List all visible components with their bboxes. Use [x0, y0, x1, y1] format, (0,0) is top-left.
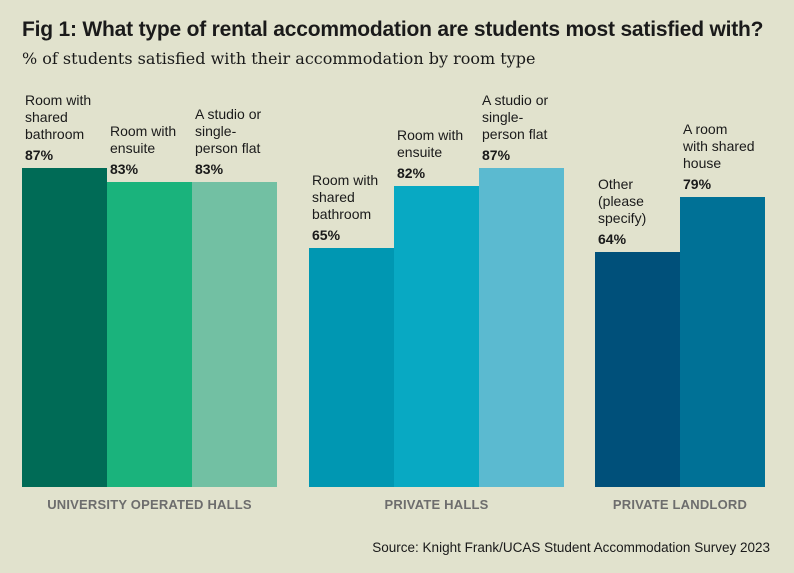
bar [680, 197, 765, 487]
bar [22, 167, 107, 487]
bar-category-label: Room with ensuite [110, 123, 177, 157]
bar-value-label: 82% [397, 165, 426, 182]
bar-category-label: Other (please specify) [598, 176, 647, 227]
bar-value-label: 83% [110, 161, 139, 178]
group-label: PRIVATE LANDLORD [612, 497, 748, 512]
source-note: Source: Knight Frank/UCAS Student Accomm… [372, 540, 770, 555]
bar-value-label: 65% [312, 227, 341, 244]
group-label: PRIVATE HALLS [384, 497, 489, 512]
bar-column: Room with ensuite 83% [107, 123, 192, 487]
bar [192, 182, 277, 487]
bar-category-label: Room with shared bathroom [312, 172, 379, 223]
bar [309, 248, 394, 487]
bar-value-label: 79% [683, 176, 712, 193]
bar [107, 182, 192, 487]
bar-column: Other (please specify) 64% [595, 176, 680, 487]
bar [595, 252, 680, 487]
chart-subtitle: % of students satisfied with their accom… [22, 49, 536, 68]
bar-value-label: 87% [25, 146, 54, 163]
bar-column: Room with shared bathroom 65% [309, 172, 394, 487]
bar-category-label: Room with ensuite [397, 127, 464, 161]
bar-column: A room with shared house 79% [680, 121, 765, 487]
bar-column: A studio or single- person flat 87% [479, 92, 564, 487]
bar-value-label: 83% [195, 161, 224, 178]
chart-title: Fig 1: What type of rental accommodation… [22, 18, 764, 41]
bar-column: Room with shared bathroom 87% [22, 92, 107, 487]
bar [394, 186, 479, 487]
group-label: UNIVERSITY OPERATED HALLS [47, 497, 252, 512]
bar-category-label: Room with shared bathroom [25, 91, 92, 142]
bar-value-label: 87% [482, 146, 511, 163]
bar-column: Room with ensuite 82% [394, 127, 479, 487]
bar [479, 167, 564, 487]
bar-column: A studio or single- person flat 83% [192, 106, 277, 487]
bar-category-label: A studio or single- person flat [482, 91, 549, 142]
bar-value-label: 64% [598, 231, 627, 248]
bar-category-label: A studio or single- person flat [195, 106, 262, 157]
bar-category-label: A room with shared house [683, 121, 755, 172]
